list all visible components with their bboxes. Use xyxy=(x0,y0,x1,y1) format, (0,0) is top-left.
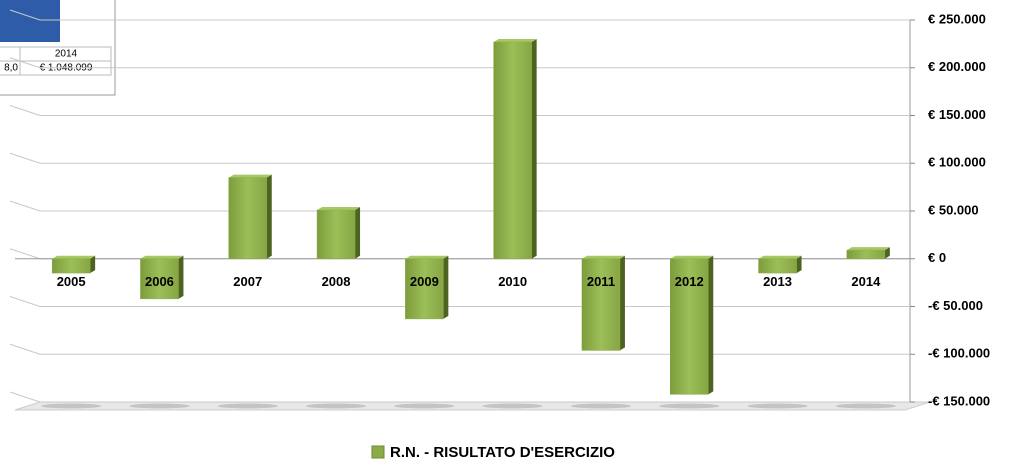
floor-shadow xyxy=(835,403,896,409)
bar-side xyxy=(619,255,625,351)
grid-line-slant xyxy=(9,343,41,355)
table-header: 2014 xyxy=(55,49,78,60)
bar-side xyxy=(884,247,890,259)
bar-side xyxy=(266,174,272,259)
bar-side xyxy=(178,255,184,299)
bar-top xyxy=(228,174,272,178)
floor-shadow xyxy=(217,403,278,409)
bar xyxy=(581,258,621,351)
grid-line-slant xyxy=(9,9,41,21)
x-tick-label: 2005 xyxy=(57,274,86,289)
bar xyxy=(405,258,444,320)
bar-side xyxy=(90,255,96,274)
bar-side xyxy=(531,38,537,259)
bar xyxy=(228,177,267,259)
bar-top xyxy=(846,247,890,251)
bar-top xyxy=(670,255,714,259)
legend: R.N. - RISULTATO D'ESERCIZIO xyxy=(371,444,615,461)
y-tick-label: -€ 50.000 xyxy=(928,298,983,313)
bar xyxy=(316,209,356,259)
bar xyxy=(140,258,179,300)
floor-shadow xyxy=(482,403,543,409)
table-cell: 8,0 xyxy=(4,63,18,74)
y-tick-label: € 100.000 xyxy=(928,155,986,170)
legend-swatch xyxy=(371,445,385,459)
bar-side xyxy=(355,207,361,259)
bar-top xyxy=(140,255,184,259)
grid-line-slant xyxy=(9,105,41,116)
grid-line-slant xyxy=(9,200,41,212)
legend-label: R.N. - RISULTATO D'ESERCIZIO xyxy=(390,444,615,461)
grid-line-slant xyxy=(9,296,41,307)
floor-shadow xyxy=(570,403,631,409)
bar xyxy=(493,41,532,260)
floor-shadow xyxy=(129,403,190,409)
y-tick-label: € 150.000 xyxy=(928,107,986,122)
bar-side xyxy=(708,255,714,395)
grid-line-slant xyxy=(9,152,41,164)
y-tick-label: € 200.000 xyxy=(928,59,986,74)
y-tick-label: -€ 150.000 xyxy=(928,393,990,408)
x-tick-label: 2010 xyxy=(498,274,527,289)
bar-top xyxy=(405,255,449,259)
bar-side xyxy=(796,255,802,274)
x-tick-label: 2009 xyxy=(410,274,439,289)
bar-side xyxy=(443,255,449,319)
grid-line-slant xyxy=(9,248,41,260)
table-frame xyxy=(0,0,116,96)
bar-top xyxy=(758,255,802,259)
floor-shadow xyxy=(306,403,367,409)
x-tick-label: 2006 xyxy=(145,274,174,289)
x-tick-label: 2014 xyxy=(851,274,881,289)
y-tick-label: € 250.000 xyxy=(928,11,986,26)
bar xyxy=(51,258,91,274)
y-tick-label: € 0 xyxy=(928,250,946,265)
floor-shadow xyxy=(747,403,808,409)
bar xyxy=(670,258,709,395)
x-tick-label: 2013 xyxy=(763,274,792,289)
grid-line-slant xyxy=(9,57,41,69)
bar-top xyxy=(581,255,625,259)
bar-top xyxy=(493,38,537,42)
x-tick-label: 2011 xyxy=(587,274,615,289)
blue-block xyxy=(0,0,60,42)
bar xyxy=(758,258,797,274)
bar-top xyxy=(317,207,361,211)
grid-line-slant xyxy=(9,391,41,403)
x-tick-label: 2007 xyxy=(233,274,262,289)
floor-shadow xyxy=(659,403,720,409)
x-tick-label: 2012 xyxy=(675,274,704,289)
bar xyxy=(846,249,886,259)
bar-top xyxy=(52,255,96,259)
floor-shadow xyxy=(41,403,102,409)
x-tick-label: 2008 xyxy=(322,274,351,289)
floor-shadow xyxy=(394,403,455,409)
y-tick-label: € 50.000 xyxy=(928,202,979,217)
y-tick-label: -€ 100.000 xyxy=(928,346,990,361)
